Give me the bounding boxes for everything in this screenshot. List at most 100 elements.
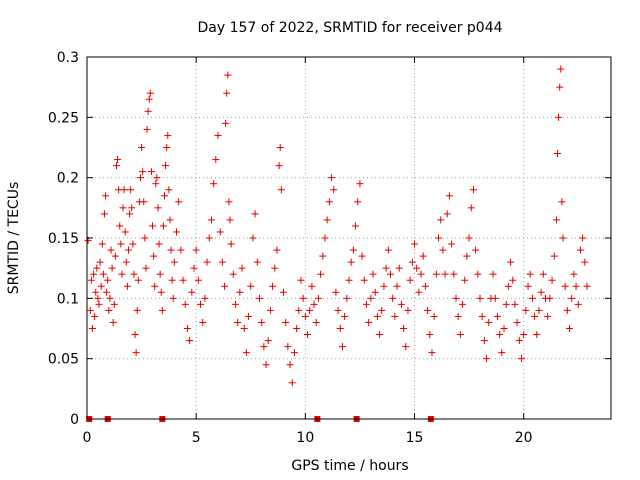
- chart-title: Day 157 of 2022, SRMTID for receiver p04…: [197, 20, 502, 36]
- data-point: [312, 318, 320, 326]
- data-point: [144, 107, 152, 115]
- data-point: [201, 294, 209, 302]
- data-point: [173, 228, 181, 236]
- data-point: [459, 300, 467, 308]
- data-point: [161, 192, 169, 200]
- data-point: [435, 234, 443, 242]
- data-point: [413, 264, 421, 272]
- data-point: [277, 186, 285, 194]
- axis-ticks: 0 0.05 0.1 0.15 0.2 0.25 0.3 0 5 10 15 20: [48, 50, 611, 446]
- data-point: [334, 306, 342, 314]
- data-point: [141, 234, 149, 242]
- data-point: [255, 294, 263, 302]
- data-point: [147, 168, 155, 176]
- data-point: [336, 325, 344, 332]
- data-point: [531, 312, 539, 320]
- data-point: [397, 300, 405, 308]
- data-point: [568, 294, 576, 302]
- y-axis-title: SRMTID / TECUs: [6, 182, 22, 295]
- data-point: [511, 300, 519, 308]
- data-point: [114, 156, 122, 164]
- data-point: [153, 174, 161, 182]
- data-point: [205, 234, 213, 242]
- data-point: [432, 270, 440, 278]
- data-point: [192, 246, 200, 254]
- data-point: [465, 234, 473, 242]
- data-point: [247, 282, 255, 290]
- data-point: [214, 131, 222, 139]
- data-point: [338, 343, 346, 351]
- x-tick-label: 20: [515, 430, 533, 446]
- data-point: [535, 306, 543, 314]
- data-point: [225, 198, 233, 206]
- data-point: [400, 325, 408, 332]
- data-point: [576, 246, 584, 254]
- data-point: [489, 270, 497, 278]
- data-point: [574, 300, 582, 308]
- data-point: [408, 258, 416, 266]
- data-point: [415, 288, 423, 296]
- data-point: [151, 282, 159, 290]
- data-point: [245, 312, 253, 320]
- data-point: [159, 222, 167, 230]
- data-point: [441, 270, 449, 278]
- data-point: [504, 282, 512, 290]
- data-point: [119, 204, 127, 212]
- data-point: [127, 186, 135, 194]
- data-point: [411, 240, 418, 248]
- data-point: [129, 240, 137, 248]
- data-point: [308, 282, 316, 290]
- data-point: [286, 361, 294, 369]
- data-point: [190, 264, 198, 272]
- data-point: [251, 210, 259, 218]
- data-point: [555, 113, 563, 121]
- y-tick-label: 0: [70, 412, 79, 428]
- plot-frame: [86, 56, 612, 420]
- data-point: [242, 349, 250, 357]
- data-point: [474, 270, 482, 278]
- data-point: [380, 282, 388, 290]
- data-point: [443, 210, 451, 218]
- data-point: [343, 294, 351, 302]
- data-point: [154, 204, 162, 212]
- data-point: [145, 95, 153, 103]
- data-point: [105, 306, 113, 314]
- data-point: [450, 270, 458, 278]
- data-point: [97, 282, 105, 290]
- data-point: [199, 318, 207, 326]
- y-tick-label: 0.2: [57, 171, 79, 187]
- y-tick-label: 0.25: [48, 110, 79, 126]
- y-tick-label: 0.05: [48, 352, 79, 368]
- data-point: [498, 349, 506, 357]
- data-point: [167, 246, 175, 254]
- data-point: [301, 312, 309, 320]
- data-point: [120, 186, 128, 194]
- data-point: [526, 270, 534, 278]
- data-point: [539, 270, 547, 278]
- data-point: [216, 228, 224, 236]
- data-point: [197, 300, 205, 308]
- data-point: [143, 125, 151, 133]
- data-point: [93, 264, 101, 272]
- data-point: [226, 216, 234, 224]
- data-point: [142, 264, 150, 272]
- data-point: [169, 294, 177, 302]
- data-point: [194, 276, 202, 284]
- data-point: [231, 300, 239, 308]
- data-point: [262, 361, 270, 369]
- data-point: [556, 83, 564, 91]
- data-point: [297, 276, 305, 284]
- data-point: [260, 343, 268, 351]
- data-point: [210, 180, 218, 188]
- data-point: [502, 300, 510, 308]
- data-point: [480, 337, 488, 345]
- data-point: [552, 216, 560, 224]
- data-point: [88, 325, 96, 332]
- data-point: [461, 276, 469, 284]
- data-point: [130, 270, 138, 278]
- data-point: [224, 71, 232, 79]
- data-point: [406, 276, 414, 284]
- data-point: [280, 288, 287, 296]
- data-point: [472, 246, 480, 254]
- data-point: [284, 343, 292, 351]
